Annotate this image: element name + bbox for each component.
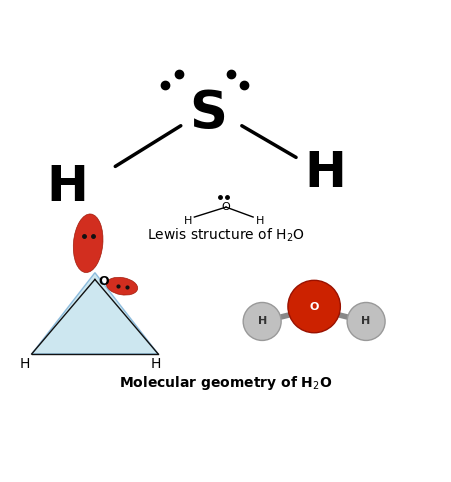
Text: O: O bbox=[309, 302, 318, 311]
Text: Molecular geometry of H$_2$O: Molecular geometry of H$_2$O bbox=[119, 375, 332, 392]
Text: H: H bbox=[151, 357, 161, 371]
Text: H: H bbox=[183, 215, 191, 226]
Ellipse shape bbox=[106, 277, 138, 295]
Text: S: S bbox=[189, 88, 226, 140]
Text: Lewis structure of H$_2$O: Lewis structure of H$_2$O bbox=[147, 227, 304, 244]
Text: O: O bbox=[221, 202, 230, 212]
Text: H: H bbox=[20, 357, 30, 371]
Text: H: H bbox=[304, 149, 345, 197]
Circle shape bbox=[243, 303, 281, 340]
Polygon shape bbox=[32, 273, 158, 354]
Text: H: H bbox=[257, 317, 266, 326]
Circle shape bbox=[346, 303, 384, 340]
Text: H: H bbox=[361, 317, 370, 326]
Ellipse shape bbox=[73, 214, 103, 272]
Text: H: H bbox=[47, 163, 88, 211]
Circle shape bbox=[287, 281, 340, 333]
Text: O: O bbox=[98, 275, 109, 288]
Text: H: H bbox=[255, 215, 263, 226]
